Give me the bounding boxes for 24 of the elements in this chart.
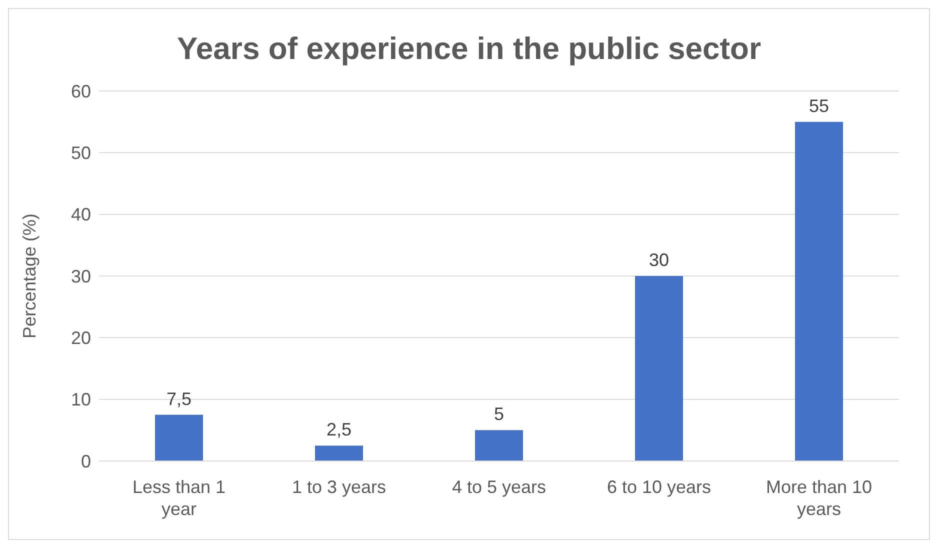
x-tick-label: 4 to 5 years bbox=[452, 477, 546, 497]
x-tick-label: 6 to 10 years bbox=[606, 477, 712, 497]
y-tick-label: 0 bbox=[80, 451, 91, 472]
chart-title: Years of experience in the public sector bbox=[176, 30, 762, 68]
y-tick-label: 30 bbox=[70, 266, 91, 286]
y-axis-title: Percentage (%) bbox=[19, 213, 40, 339]
bar bbox=[315, 446, 363, 461]
data-label: 30 bbox=[648, 250, 670, 270]
data-label: 7,5 bbox=[166, 388, 192, 409]
y-tick-label: 20 bbox=[70, 328, 91, 348]
x-tick-label: Less than 1 year bbox=[132, 477, 226, 519]
data-label: 2,5 bbox=[326, 420, 352, 440]
bar bbox=[475, 430, 523, 461]
x-tick-label: 1 to 3 years bbox=[292, 477, 386, 497]
y-tick-label: 50 bbox=[70, 143, 91, 164]
x-tick-label: More than 10 years bbox=[766, 477, 872, 519]
data-label: 5 bbox=[494, 404, 504, 424]
bar bbox=[635, 276, 683, 461]
y-tick-label: 60 bbox=[70, 81, 91, 102]
y-tick-label: 10 bbox=[70, 390, 91, 410]
data-label: 55 bbox=[808, 96, 830, 116]
y-tick-label: 40 bbox=[70, 204, 91, 225]
bar bbox=[155, 414, 203, 461]
bar bbox=[795, 122, 843, 461]
